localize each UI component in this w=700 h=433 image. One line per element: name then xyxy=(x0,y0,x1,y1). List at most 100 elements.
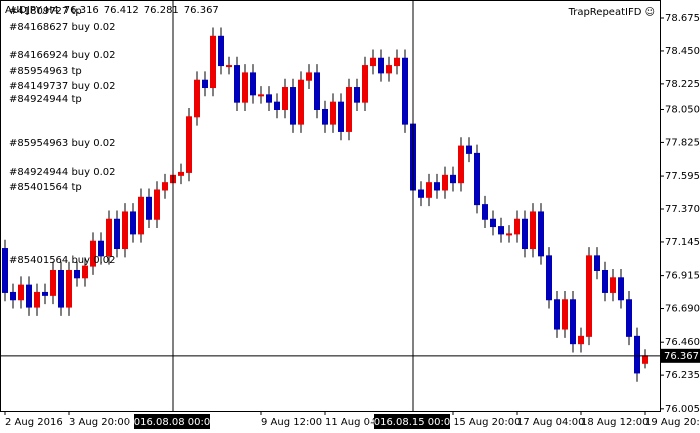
candle-body xyxy=(186,116,192,173)
order-label: #41809727 tp xyxy=(9,6,82,17)
price-label-box xyxy=(661,348,700,363)
candle-body xyxy=(202,79,208,89)
candle-body xyxy=(634,335,640,374)
candle-body xyxy=(90,240,96,267)
candle-body xyxy=(2,248,8,293)
candle-body xyxy=(58,269,64,308)
candle-body xyxy=(322,108,328,125)
header-ohlc: 76.412 xyxy=(104,5,139,16)
order-label: #84149737 buy 0.02 xyxy=(9,81,116,92)
candle-body xyxy=(130,211,136,235)
candle-body xyxy=(346,87,352,132)
period-label-box xyxy=(134,414,210,429)
candle-body xyxy=(554,299,560,330)
candle-body xyxy=(450,174,456,184)
y-tick-label: 76.460 xyxy=(665,337,700,348)
candle-body xyxy=(82,265,88,279)
candle-body xyxy=(538,211,544,257)
period-label-box xyxy=(374,414,450,429)
candle-body xyxy=(490,218,496,228)
candle-body xyxy=(74,269,80,279)
price-label: 76.367 xyxy=(664,351,699,362)
candle-body xyxy=(482,204,488,220)
candle-body xyxy=(34,291,40,308)
candle-body xyxy=(306,72,312,81)
candle-body xyxy=(546,255,552,301)
x-tick-label: 15 Aug 20:00 xyxy=(453,417,520,428)
candle-body xyxy=(610,277,616,293)
plot-frame xyxy=(0,0,661,412)
candle-body xyxy=(586,255,592,337)
candle-body xyxy=(138,196,144,235)
candle-body xyxy=(626,299,632,337)
candle-body xyxy=(178,171,184,176)
header-ohlc: 76.316 xyxy=(64,5,99,16)
candle-body xyxy=(50,269,56,296)
candle-body xyxy=(442,174,448,191)
x-tick-label: 11 Aug 04:00 xyxy=(325,417,392,428)
candle-body xyxy=(386,65,392,74)
candle-body xyxy=(370,57,376,67)
candle-body xyxy=(290,87,296,125)
candle-body xyxy=(162,182,168,191)
candle-body xyxy=(26,284,32,308)
order-label: #85954963 buy 0.02 xyxy=(9,138,116,149)
candle-body xyxy=(234,65,240,103)
candle-body xyxy=(194,79,200,118)
y-tick-label: 78.225 xyxy=(665,79,700,90)
candle-body xyxy=(458,145,464,184)
order-label: #84924944 tp xyxy=(9,94,82,105)
candle-body xyxy=(362,65,368,103)
period-label: 2016.08.08 00:00 xyxy=(127,417,216,428)
candle-body xyxy=(106,218,112,257)
candle-body xyxy=(434,182,440,191)
order-label: #84924944 buy 0.02 xyxy=(9,167,116,178)
candle-body xyxy=(418,189,424,198)
candle-body xyxy=(226,65,232,68)
order-label: #84168627 buy 0.02 xyxy=(9,22,116,33)
candle-body xyxy=(18,284,24,301)
y-tick-label: 78.050 xyxy=(665,104,700,115)
candle-body xyxy=(266,94,272,103)
candle-body xyxy=(242,72,248,103)
y-tick-label: 76.235 xyxy=(665,370,700,381)
candle-body xyxy=(154,189,160,220)
x-tick-label: 18 Aug 12:00 xyxy=(581,417,648,428)
candle-body xyxy=(210,35,216,89)
y-tick-label: 77.595 xyxy=(665,171,700,182)
candle-body xyxy=(618,277,624,301)
x-tick-label: 19 Aug 20:00 xyxy=(645,417,700,428)
candle-body xyxy=(298,79,304,125)
candle-body xyxy=(498,226,504,235)
candle-body xyxy=(146,196,152,220)
period-label: 2016.08.15 00:00 xyxy=(367,417,456,428)
candle-body xyxy=(466,145,472,154)
y-tick-label: 78.675 xyxy=(665,13,700,24)
order-label: #84166924 buy 0.02 xyxy=(9,50,116,61)
x-tick-label: 17 Aug 04:00 xyxy=(517,417,584,428)
candle-body xyxy=(506,233,512,236)
candle-body xyxy=(530,211,536,250)
candle-body xyxy=(122,211,128,250)
header-ohlc: 76.367 xyxy=(184,5,219,16)
candle-body xyxy=(642,355,648,364)
candle-body xyxy=(570,299,576,345)
candle-body xyxy=(474,152,480,206)
y-tick-label: 76.690 xyxy=(665,304,700,315)
candle-body xyxy=(314,72,320,110)
order-label: #85401564 tp xyxy=(9,182,82,193)
candle-body xyxy=(378,57,384,74)
y-tick-label: 76.915 xyxy=(665,271,700,282)
chart-header: AUDJPY,H4 76.316 76.412 76.281 76.367 xyxy=(5,5,219,16)
candle-body xyxy=(426,182,432,198)
candle-body xyxy=(394,57,400,67)
candle-body xyxy=(594,255,600,271)
symbol: AUDJPY,H4 xyxy=(5,5,59,16)
y-tick-label: 78.450 xyxy=(665,46,700,57)
candle-body xyxy=(578,335,584,345)
candle-body xyxy=(338,101,344,132)
candle-body xyxy=(602,269,608,293)
y-tick-label: 77.370 xyxy=(665,204,700,215)
